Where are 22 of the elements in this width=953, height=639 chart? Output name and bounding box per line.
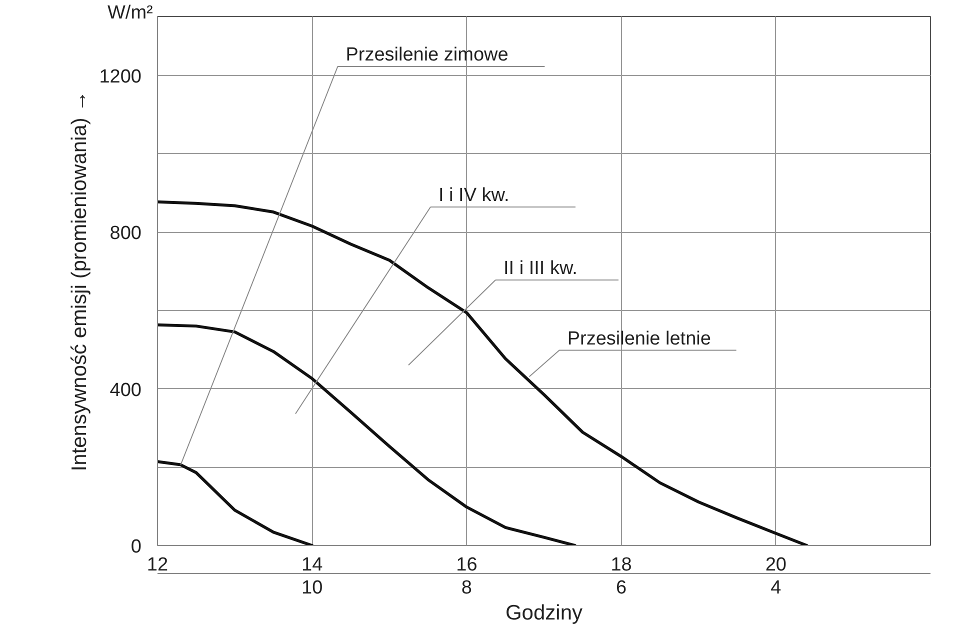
x-tick-label: 12 xyxy=(146,554,168,576)
line-series xyxy=(158,460,314,546)
line-series xyxy=(158,200,808,546)
x2-tick-label: 6 xyxy=(616,578,627,598)
x2-tick-label: 8 xyxy=(461,578,472,598)
x-tick-label: 18 xyxy=(610,554,632,576)
y-tick-label: 400 xyxy=(110,380,142,401)
x-tick-label: 14 xyxy=(302,554,324,576)
y-tick-label: 1200 xyxy=(99,66,142,88)
x-axis-title: Godziny xyxy=(505,602,584,624)
y-axis-title: Intensywność emisji (promieniowania) → xyxy=(68,90,92,472)
annotation: I i IV kw. xyxy=(438,185,510,206)
y-tick-label: 800 xyxy=(110,223,142,244)
x2-tick-label: 4 xyxy=(770,578,782,598)
annotation: Przesilenie zimowe xyxy=(346,44,508,66)
y-tick-label: 0 xyxy=(130,536,142,558)
annotation: Przesilenie letnie xyxy=(567,328,711,350)
x2-tick-label: 10 xyxy=(302,578,323,598)
text: W/m² xyxy=(108,2,153,24)
x-tick-label: 16 xyxy=(456,554,478,576)
x-tick-label: 20 xyxy=(765,554,786,576)
annotation: II i III kw. xyxy=(504,258,578,279)
